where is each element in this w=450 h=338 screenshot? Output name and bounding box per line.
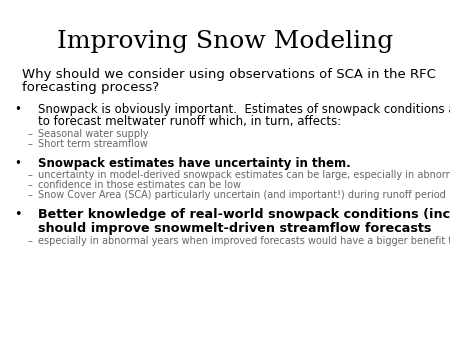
- Text: Improving Snow Modeling: Improving Snow Modeling: [57, 30, 393, 53]
- Text: –: –: [28, 190, 33, 200]
- Text: Snowpack is obviously important.  Estimates of snowpack conditions are used: Snowpack is obviously important. Estimat…: [38, 103, 450, 116]
- Text: Snowpack estimates have uncertainty in them.: Snowpack estimates have uncertainty in t…: [38, 157, 351, 170]
- Text: confidence in those estimates can be low: confidence in those estimates can be low: [38, 180, 241, 190]
- Text: uncertainty in model-derived snowpack estimates can be large, especially in abno: uncertainty in model-derived snowpack es…: [38, 170, 450, 180]
- Text: •: •: [14, 103, 21, 116]
- Text: to forecast meltwater runoff which, in turn, affects:: to forecast meltwater runoff which, in t…: [38, 115, 341, 128]
- Text: –: –: [28, 180, 33, 190]
- Text: –: –: [28, 139, 33, 149]
- Text: Seasonal water supply: Seasonal water supply: [38, 129, 148, 139]
- Text: Snow Cover Area (SCA) particularly uncertain (and important!) during runoff peri: Snow Cover Area (SCA) particularly uncer…: [38, 190, 446, 200]
- Text: forecasting process?: forecasting process?: [22, 81, 159, 94]
- Text: •: •: [14, 157, 21, 170]
- Text: •: •: [14, 208, 22, 221]
- Text: Short term streamflow: Short term streamflow: [38, 139, 148, 149]
- Text: Why should we consider using observations of SCA in the RFC: Why should we consider using observation…: [22, 68, 436, 81]
- Text: –: –: [28, 236, 33, 246]
- Text: should improve snowmelt-driven streamflow forecasts: should improve snowmelt-driven streamflo…: [38, 222, 432, 235]
- Text: –: –: [28, 129, 33, 139]
- Text: Better knowledge of real-world snowpack conditions (including observed SCA): Better knowledge of real-world snowpack …: [38, 208, 450, 221]
- Text: especially in abnormal years when improved forecasts would have a bigger benefit: especially in abnormal years when improv…: [38, 236, 450, 246]
- Text: –: –: [28, 170, 33, 180]
